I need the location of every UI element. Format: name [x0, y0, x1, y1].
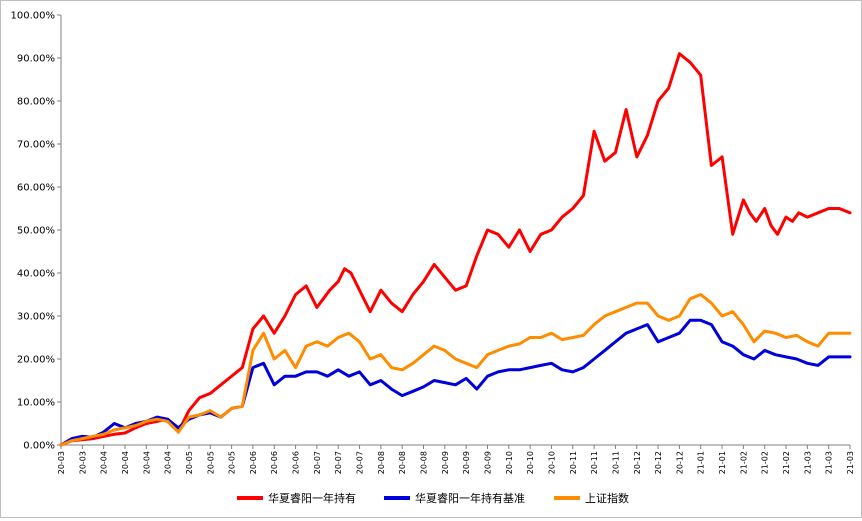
plot-area	[59, 52, 852, 447]
y-tick-label: 30.00%	[17, 312, 55, 323]
y-tick-label: 90.00%	[17, 54, 55, 65]
x-axis: 20-03 20-03 20-04 20-04 20-04 20-04 20-05 20-05…	[57, 444, 855, 474]
legend-label-3: 上证指数	[585, 491, 629, 505]
y-tick-label: 20.00%	[17, 355, 55, 366]
y-tick-label: 50.00%	[17, 226, 55, 237]
x-tick-label: 20-04	[142, 451, 151, 474]
y-tick-label: 40.00%	[17, 269, 55, 280]
y-tick-label: 80.00%	[17, 97, 55, 108]
x-tick-label: 20-07	[356, 451, 365, 474]
x-tick-label: 20-10	[526, 451, 535, 474]
y-tick-label: 60.00%	[17, 183, 55, 194]
x-tick-label: 21-02	[761, 451, 770, 474]
legend: 华夏睿阳一年持有 华夏睿阳一年持有基准 上证指数	[237, 491, 629, 505]
x-tick-label: 20-12	[654, 451, 663, 474]
x-tick-label: 20-10	[547, 451, 556, 474]
x-tick-label: 21-01	[697, 451, 706, 474]
x-tick-label: 20-05	[185, 451, 194, 474]
y-tick-label: 10.00%	[17, 398, 55, 409]
x-tick-label: 20-11	[590, 451, 599, 474]
y-tick-label: 70.00%	[17, 140, 55, 151]
x-tick-label: 21-02	[739, 451, 748, 474]
x-tick-label: 20-10	[505, 451, 514, 474]
legend-label-1: 华夏睿阳一年持有	[268, 491, 356, 505]
x-tick-label: 20-06	[249, 451, 258, 474]
x-tick-label: 20-11	[611, 451, 620, 474]
x-tick-label: 20-11	[569, 451, 578, 474]
x-tick-label: 20-04	[164, 451, 173, 474]
x-tick-label: 21-01	[718, 451, 727, 474]
x-tick-label: 20-09	[483, 451, 492, 474]
x-tick-label: 20-07	[313, 451, 322, 474]
x-tick-label: 20-04	[121, 451, 130, 474]
legend-label-2: 华夏睿阳一年持有基准	[415, 491, 525, 505]
x-tick-label: 21-03	[825, 451, 834, 474]
x-tick-label: 21-03	[803, 451, 812, 474]
y-axis: 0.00% 10.00% 20.00% 30.00% 40.00% 50.00% 60.00…	[11, 11, 62, 452]
x-tick-label: 21-03	[846, 451, 855, 474]
x-tick-label: 20-08	[398, 451, 407, 474]
x-tick-label: 20-08	[420, 451, 429, 474]
x-tick-label: 20-05	[206, 451, 215, 474]
x-tick-label: 20-08	[377, 451, 386, 474]
x-tick-label: 20-07	[334, 451, 343, 474]
x-tick-label: 20-06	[270, 451, 279, 474]
x-tick-label: 20-12	[675, 451, 684, 474]
x-tick-label: 20-03	[57, 451, 66, 474]
series-line-1	[59, 52, 852, 447]
series-line-3	[59, 293, 852, 447]
x-tick-label: 20-12	[633, 451, 642, 474]
y-tick-label: 100.00%	[11, 11, 56, 22]
x-tick-label: 21-02	[782, 451, 791, 474]
y-tick-label: 0.00%	[23, 441, 55, 452]
x-tick-label: 20-05	[228, 451, 237, 474]
x-tick-label: 20-03	[78, 451, 87, 474]
x-tick-label: 20-09	[462, 451, 471, 474]
x-tick-label: 20-06	[292, 451, 301, 474]
x-tick-label: 20-09	[441, 451, 450, 474]
series-line-2	[59, 318, 852, 447]
x-tick-label: 20-04	[100, 451, 109, 474]
